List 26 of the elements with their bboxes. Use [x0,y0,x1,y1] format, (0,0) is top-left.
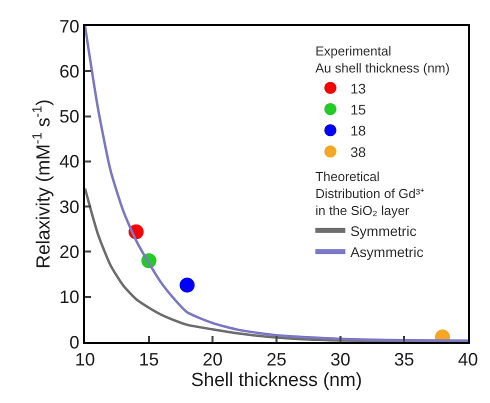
y-tick-label: 10 [59,287,80,308]
x-tick-label: 20 [202,350,223,370]
x-axis-title: Shell thickness (nm) [190,370,362,391]
x-tick-label: 30 [330,350,350,370]
legend-label: 15 [350,102,366,118]
legend-label: 13 [350,80,366,96]
x-tick-label: 10 [74,350,96,370]
y-tick-label: 0 [69,332,80,352]
legend-label: 38 [350,144,366,160]
y-tick-label: 20 [59,242,80,262]
y-tick-label: 70 [59,16,80,36]
y-tick-label: 30 [59,196,80,217]
annotation: Theoretical Distribution of Gd³⁺ in the SiO₂ layer [315,169,424,218]
legend-label: 18 [350,122,366,139]
y-tick-label: 50 [59,106,80,127]
y-tick-label: 60 [59,61,80,82]
line-series [85,26,468,342]
legend-label: Asymmetric [350,244,424,260]
legend-label: Symmetric [350,222,416,239]
x-tick-label: 25 [266,350,287,370]
y-tick-label: 40 [59,152,80,172]
legend-title: Experimental Au shell thickness (nm) [315,44,450,76]
x-tick-label: 40 [458,350,478,370]
point [180,278,195,293]
x-tick-label: 35 [394,350,414,370]
x-tick-label: 15 [138,350,159,370]
